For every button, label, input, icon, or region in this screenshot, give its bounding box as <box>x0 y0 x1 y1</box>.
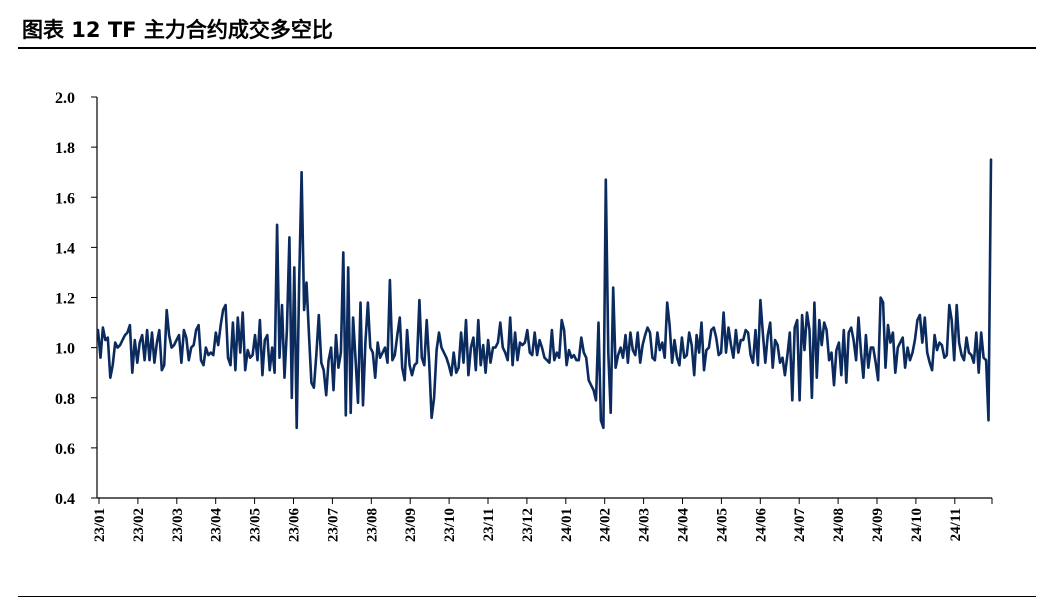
x-tick-label: 23/12 <box>520 508 536 542</box>
y-tick-label: 1.4 <box>55 240 75 257</box>
x-tick-label: 24/06 <box>753 508 769 543</box>
series-line-0 <box>96 158 993 430</box>
y-tick-label: 1.2 <box>55 291 75 308</box>
x-tick-label: 24/02 <box>598 508 614 542</box>
x-tick-label: 24/03 <box>637 508 653 542</box>
x-tick-label: 23/10 <box>442 508 458 542</box>
x-tick-label: 23/04 <box>209 508 225 543</box>
x-tick-label: 23/09 <box>403 508 419 542</box>
chart-series <box>96 158 993 430</box>
title-rule <box>18 47 1036 49</box>
x-tick-label: 24/10 <box>909 508 925 542</box>
chart-title: 图表 12 TF 主力合约成交多空比 <box>22 18 333 42</box>
x-tick-label: 24/05 <box>714 508 730 542</box>
x-axis-ticks: 23/01 23/02 23/03 23/04 23/05 23/06 23/07 23/08… <box>92 498 993 543</box>
x-tick-label: 23/05 <box>248 508 264 542</box>
y-tick-label: 0.6 <box>55 441 75 458</box>
y-tick-label: 2.0 <box>55 90 75 107</box>
x-tick-label: 23/11 <box>481 508 497 541</box>
x-tick-label: 24/01 <box>559 508 575 542</box>
x-tick-label: 23/08 <box>364 508 380 542</box>
y-tick-label: 1.8 <box>55 140 75 157</box>
x-tick-label: 24/11 <box>948 508 964 541</box>
y-tick-label: 0.4 <box>55 491 75 508</box>
x-tick-label: 24/08 <box>831 508 847 542</box>
x-tick-label: 24/07 <box>792 508 808 543</box>
x-tick-label: 23/03 <box>170 508 186 542</box>
chart-axes <box>96 97 992 499</box>
x-tick-label: 23/01 <box>92 508 108 542</box>
y-tick-label: 0.8 <box>55 391 75 408</box>
x-tick-label: 23/07 <box>325 508 341 543</box>
x-tick-label: 23/06 <box>287 508 303 543</box>
x-tick-label: 23/02 <box>131 508 147 542</box>
x-tick-label: 24/09 <box>870 508 886 542</box>
y-tick-label: 1.0 <box>55 341 75 358</box>
bottom-rule <box>18 596 1036 597</box>
y-tick-label: 1.6 <box>55 190 75 207</box>
x-tick-label: 24/04 <box>676 508 692 543</box>
y-axis-ticks: 0.4 0.6 0.8 1.0 1.2 1.4 1.6 1.8 2.0 <box>55 90 97 508</box>
